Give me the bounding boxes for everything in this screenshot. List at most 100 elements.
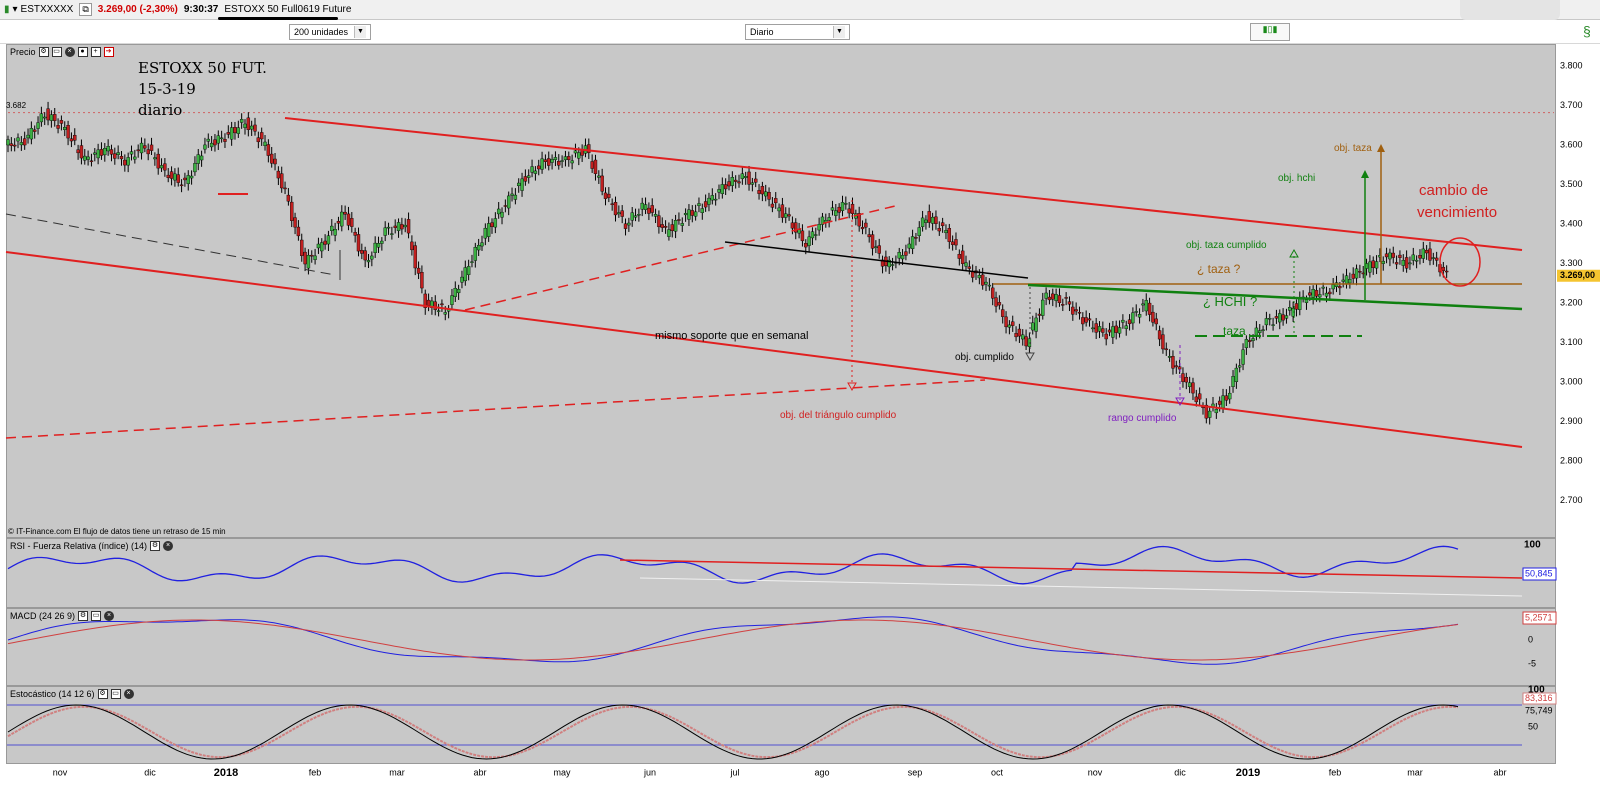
candle-down (657, 215, 661, 228)
candle-up (129, 151, 134, 155)
candle-down (1398, 254, 1402, 258)
close-icon[interactable]: × (163, 541, 174, 551)
window-icon[interactable]: ▭ (110, 689, 121, 699)
candle-down (954, 239, 958, 246)
chart-icon: ▮ (4, 4, 10, 15)
window-icon[interactable]: ▭ (51, 47, 62, 57)
candle-up (1268, 318, 1272, 320)
candle-down (1281, 314, 1285, 321)
chart-type-button[interactable]: ▮▯▮ (1250, 23, 1290, 41)
candle-up (1431, 257, 1436, 259)
candle-up (710, 195, 715, 201)
time-axis-label: nov (53, 767, 68, 777)
period-select[interactable]: Diario ▼ (745, 24, 850, 40)
chart-date: 15-3-19 (138, 80, 196, 98)
candle-down (1424, 250, 1429, 254)
candle-up (510, 193, 514, 196)
close-icon[interactable]: × (104, 611, 115, 621)
candle-down (266, 144, 271, 156)
candle-down (523, 176, 528, 182)
candle-down (1358, 270, 1362, 273)
candle-up (1144, 300, 1148, 312)
channel-top-line (284, 117, 1523, 251)
candle-down (1418, 255, 1422, 259)
window-controls[interactable] (1460, 0, 1560, 20)
units-select[interactable]: 200 unidades ▼ (289, 24, 371, 40)
candle-up (573, 150, 578, 154)
candle-up (1141, 303, 1145, 306)
wrench-icon[interactable]: ⚙ (38, 47, 49, 57)
candle-down (780, 204, 785, 218)
wrench-icon[interactable]: ⚙ (78, 611, 89, 621)
rsi-panel-label: RSI - Fuerza Relativa (índice) (14) (10, 541, 148, 551)
candle-down (1047, 296, 1052, 301)
candle-down (413, 245, 417, 269)
candle-up (93, 152, 97, 155)
close-icon[interactable]: × (123, 689, 134, 699)
candle-down (283, 187, 287, 190)
candle-up (683, 213, 688, 216)
detach-icon[interactable]: ⧉ (79, 3, 92, 16)
candle-down (590, 161, 594, 169)
time-axis-label: sep (908, 767, 923, 777)
candle-down (543, 159, 548, 162)
settings-icon[interactable]: § (1583, 23, 1591, 39)
candle-down (286, 194, 291, 202)
add-indicator-icon[interactable]: + (90, 47, 101, 57)
candle-up (687, 209, 691, 220)
time-axis-label: dic (1174, 767, 1186, 777)
candle-down (723, 184, 728, 190)
price-panel-header: Precio ⚙ ▭ × ● + ➔ (10, 47, 114, 57)
candle-down (547, 158, 551, 166)
title-bar: ▮ ▾ ESTXXXXX ⧉ 3.269,00 (-2,30%) 9:30:37… (0, 0, 1600, 20)
candle-down (914, 237, 918, 239)
candle-down (690, 210, 694, 216)
candle-down (1444, 270, 1449, 273)
wrench-icon[interactable]: ⚙ (150, 541, 161, 551)
settings-icon[interactable]: ● (77, 47, 88, 57)
candle-down (1217, 400, 1222, 405)
candle-up (496, 208, 501, 215)
candle-down (223, 139, 227, 142)
rsi-tick-label: 100 (1524, 540, 1541, 551)
candle-down (660, 224, 664, 228)
rsi-axis (1556, 538, 1600, 608)
candle-up (717, 189, 721, 193)
candle-down (1391, 252, 1395, 258)
candle-up (1238, 365, 1242, 368)
candle-down (867, 234, 871, 238)
candle-up (209, 142, 214, 148)
price-tick-label: 3.600 (1560, 139, 1583, 149)
macd-line (7, 616, 1459, 665)
range-arrowhead (1175, 397, 1185, 407)
wrench-icon[interactable]: ⚙ (97, 689, 108, 699)
candle-up (1254, 327, 1259, 336)
candle-up (443, 312, 447, 315)
candle-down (1071, 306, 1075, 315)
candle-up (159, 165, 164, 169)
symbol-selector[interactable]: ▮ ▾ ESTXXXXX (4, 4, 73, 15)
candle-down (503, 205, 508, 207)
candle-down (1164, 348, 1168, 351)
export-icon[interactable]: ➔ (103, 47, 114, 57)
candle-up (1261, 329, 1265, 331)
candle-down (346, 213, 351, 226)
time-axis-label: may (553, 767, 571, 777)
triangle-target-arrowhead (847, 382, 857, 392)
candle-up (917, 227, 921, 236)
close-icon[interactable]: × (64, 47, 75, 57)
candle-up (313, 255, 317, 260)
candle-up (1231, 376, 1235, 387)
neckline-black (724, 241, 1029, 279)
window-icon[interactable]: ▭ (91, 611, 102, 621)
units-select-value: 200 unidades (294, 27, 349, 37)
candle-down (1161, 334, 1165, 350)
candle-down (733, 179, 738, 182)
candle-up (460, 276, 464, 283)
candle-up (1318, 294, 1322, 298)
candle-down (119, 156, 124, 160)
candle-down (670, 224, 674, 232)
support-annotation: mismo soporte que en semanal (655, 330, 809, 342)
candle-up (1097, 326, 1102, 332)
candle-up (1031, 322, 1035, 331)
